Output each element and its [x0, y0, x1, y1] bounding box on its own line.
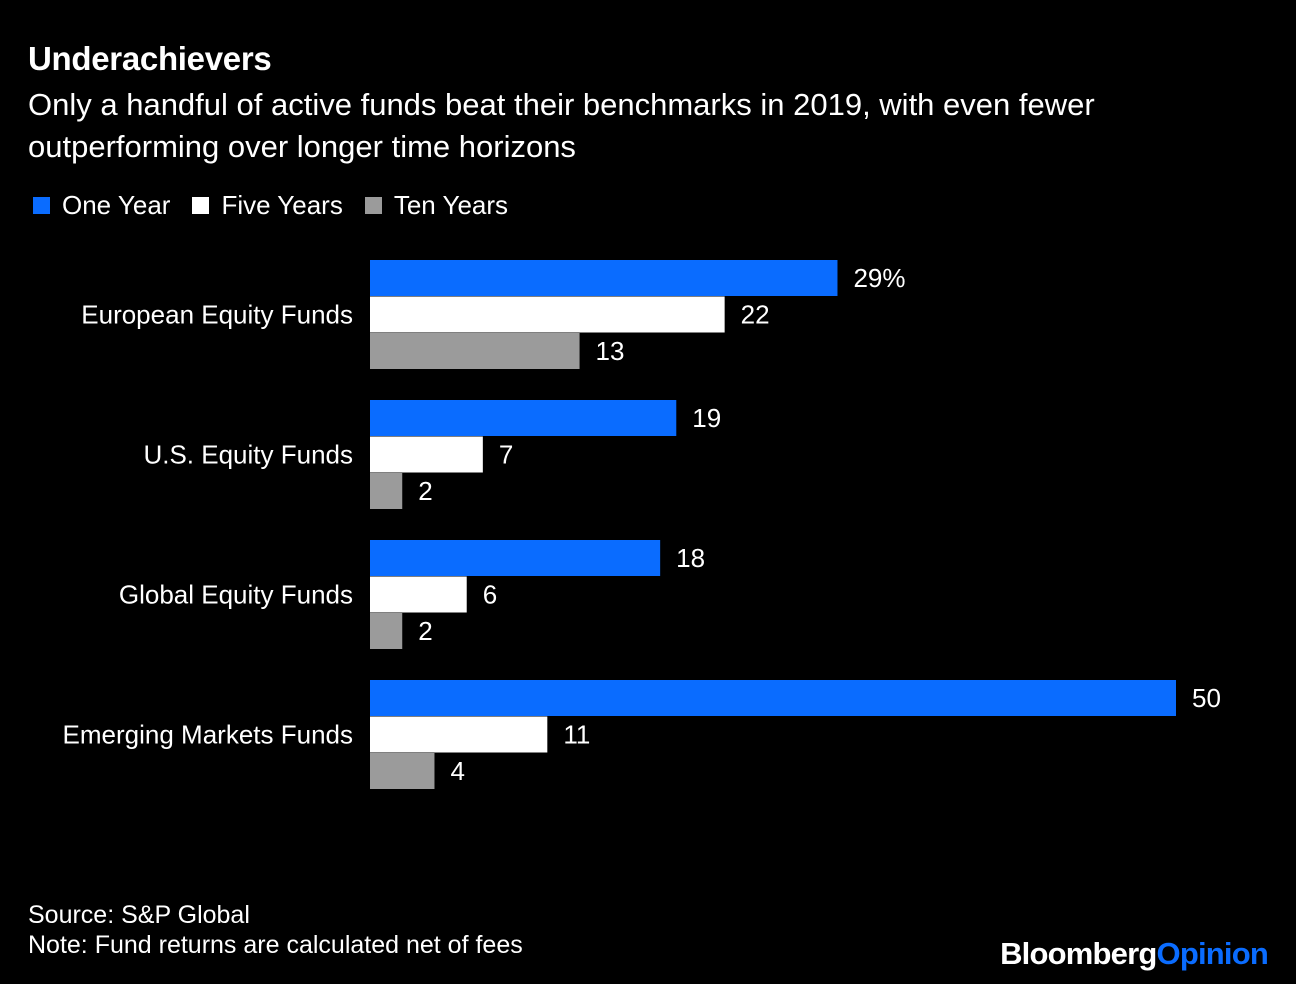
data-label-ten-years-european-equity-funds: 13 — [596, 336, 625, 366]
legend-label-one-year: One Year — [62, 190, 171, 220]
category-label-european-equity-funds: European Equity Funds — [81, 300, 353, 330]
chart-title: Underachievers — [28, 40, 272, 77]
source-note: Source: S&P Global — [28, 901, 250, 929]
bar-one-year-global-equity-funds — [370, 540, 661, 576]
data-label-ten-years-u-s-equity-funds: 2 — [418, 476, 432, 506]
data-label-one-year-u-s-equity-funds: 19 — [692, 403, 721, 433]
bar-one-year-u-s-equity-funds — [370, 400, 677, 436]
legend-swatch-five-years — [192, 197, 210, 214]
bar-ten-years-emerging-markets-funds — [370, 753, 435, 789]
category-label-emerging-markets-funds: Emerging Markets Funds — [63, 720, 353, 750]
data-label-ten-years-global-equity-funds: 2 — [418, 616, 432, 646]
bar-one-year-european-equity-funds — [370, 260, 838, 296]
footer: Source: S&P Global Note: Fund returns ar… — [28, 900, 523, 960]
legend-label-ten-years: Ten Years — [393, 190, 509, 220]
legend-item-five-years: Five Years — [192, 190, 343, 221]
legend-swatch-ten-years — [364, 197, 382, 214]
legend: One Year Five Years Ten Years — [33, 190, 530, 221]
data-label-five-years-global-equity-funds: 6 — [483, 580, 497, 610]
bloomberg-opinion-logo: BloombergOpinion — [1000, 936, 1269, 972]
legend-label-five-years: Five Years — [221, 190, 343, 220]
category-label-global-equity-funds: Global Equity Funds — [119, 580, 353, 610]
bar-ten-years-european-equity-funds — [370, 333, 580, 369]
bar-ten-years-global-equity-funds — [370, 613, 403, 649]
bar-five-years-european-equity-funds — [370, 296, 725, 333]
bar-ten-years-u-s-equity-funds — [370, 473, 403, 509]
data-label-five-years-emerging-markets-funds: 11 — [563, 720, 590, 750]
bar-five-years-u-s-equity-funds — [370, 436, 483, 473]
data-label-one-year-global-equity-funds: 18 — [676, 543, 705, 573]
category-label-u-s-equity-funds: U.S. Equity Funds — [143, 440, 353, 470]
data-label-five-years-european-equity-funds: 22 — [741, 300, 770, 330]
data-label-one-year-emerging-markets-funds: 50 — [1192, 683, 1221, 713]
logo-opinion: Opinion — [1156, 936, 1269, 971]
logo-bloomberg: Bloomberg — [1000, 936, 1157, 971]
chart-subtitle: Only a handful of active funds beat thei… — [28, 87, 1095, 164]
data-label-ten-years-emerging-markets-funds: 4 — [450, 756, 464, 786]
legend-item-one-year: One Year — [33, 190, 170, 221]
bar-one-year-emerging-markets-funds — [370, 680, 1176, 716]
data-label-one-year-european-equity-funds: 29% — [853, 263, 905, 293]
legend-swatch-one-year — [33, 197, 50, 214]
data-label-five-years-u-s-equity-funds: 7 — [499, 440, 513, 470]
legend-item-ten-years: Ten Years — [364, 190, 509, 221]
bar-five-years-global-equity-funds — [370, 576, 467, 613]
bar-five-years-emerging-markets-funds — [370, 716, 548, 753]
fees-note: Note: Fund returns are calculated net of… — [28, 931, 523, 959]
